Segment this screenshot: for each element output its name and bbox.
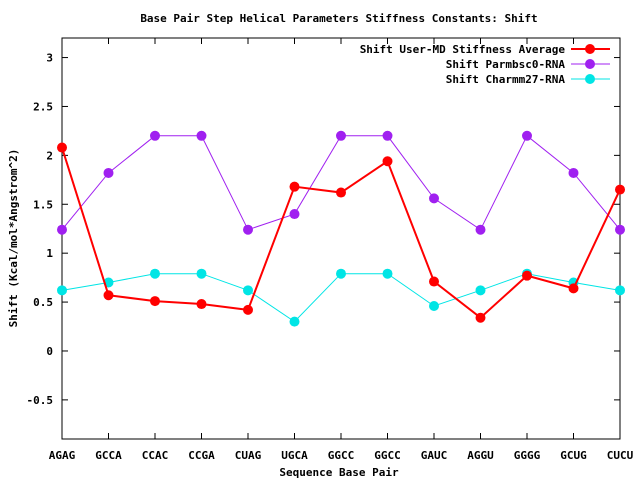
legend: Shift User-MD Stiffness Average Shift Par…	[360, 43, 610, 86]
y-tick-label: 2	[46, 149, 53, 162]
series-line	[61, 135, 621, 231]
data-point	[336, 268, 346, 279]
series-2	[57, 268, 625, 327]
series-1	[57, 130, 625, 235]
data-point	[522, 270, 532, 281]
x-tick-label: UGCA	[281, 449, 308, 462]
data-point	[475, 224, 486, 235]
x-tick-label: AGAG	[49, 449, 76, 462]
legend-swatch-marker	[585, 74, 595, 84]
y-tick-label: 0	[46, 345, 53, 358]
data-point	[57, 224, 67, 235]
x-tick-label: CCGA	[188, 449, 215, 462]
data-point	[568, 283, 579, 294]
legend-label: Shift Parmbsc0-RNA	[446, 58, 566, 71]
data-point	[57, 285, 67, 296]
data-point	[196, 268, 207, 279]
x-tick-label: GCCA	[95, 449, 122, 462]
data-point	[336, 130, 346, 141]
data-point	[475, 312, 486, 323]
x-tick-label: AGGU	[467, 449, 494, 462]
data-point	[429, 276, 439, 287]
data-point	[289, 181, 300, 192]
data-point	[150, 268, 160, 279]
data-point	[615, 184, 625, 195]
data-point	[150, 296, 160, 307]
y-axis-label: Shift (Kcal/mol*Angstrom^2)	[7, 149, 20, 328]
data-point	[615, 285, 625, 296]
x-tick-label: GGCC	[374, 449, 401, 462]
data-point	[382, 130, 393, 141]
legend-swatch-marker	[585, 59, 595, 69]
y-tick-label: 3	[46, 52, 53, 65]
y-tick-label: 1.5	[33, 198, 53, 211]
chart-title: Base Pair Step Helical Parameters Stiffn…	[140, 12, 537, 25]
data-point	[243, 304, 253, 315]
data-point	[475, 285, 486, 296]
legend-label: Shift Charmm27-RNA	[446, 73, 566, 86]
series-0	[57, 142, 625, 323]
data-point	[615, 224, 625, 235]
data-point	[103, 167, 114, 178]
x-axis-label: Sequence Base Pair	[279, 466, 399, 479]
data-point	[522, 130, 532, 141]
data-point	[196, 130, 207, 141]
data-point	[103, 290, 114, 301]
data-point	[568, 167, 579, 178]
x-tick-label: GGGG	[514, 449, 541, 462]
y-tick-label: 0.5	[33, 296, 53, 309]
data-point	[150, 130, 160, 141]
x-tick-label: GGCC	[328, 449, 355, 462]
data-point	[243, 224, 253, 235]
data-point	[243, 285, 253, 296]
x-axis: AGAG GCCA CCAC CCGA CUAG UGCA GGCC GGCC GAUC AGGU…	[49, 38, 634, 462]
x-tick-label: GAUC	[421, 449, 448, 462]
data-point	[382, 156, 393, 167]
data-point	[429, 300, 439, 311]
x-tick-label: CUAG	[235, 449, 262, 462]
legend-label: Shift User-MD Stiffness Average	[360, 43, 566, 56]
legend-swatch-marker	[585, 44, 595, 54]
series-line	[61, 273, 621, 323]
series-layer	[57, 130, 625, 327]
y-tick-label: 1	[46, 247, 53, 260]
x-tick-label: GCUG	[560, 449, 587, 462]
series-line	[61, 147, 621, 320]
x-tick-label: CCAC	[142, 449, 169, 462]
data-point	[289, 316, 300, 327]
x-tick-label: CUCU	[607, 449, 634, 462]
plot-frame	[61, 37, 621, 440]
y-tick-label: -0.5	[27, 394, 54, 407]
data-point	[289, 209, 300, 220]
data-point	[57, 142, 67, 153]
y-axis: -0.5 0 0.5 1 1.5 2 2.5 3	[27, 52, 620, 407]
data-point	[429, 193, 439, 204]
data-point	[336, 187, 346, 198]
y-tick-label: 2.5	[33, 100, 53, 113]
data-point	[196, 299, 207, 310]
data-point	[382, 268, 393, 279]
